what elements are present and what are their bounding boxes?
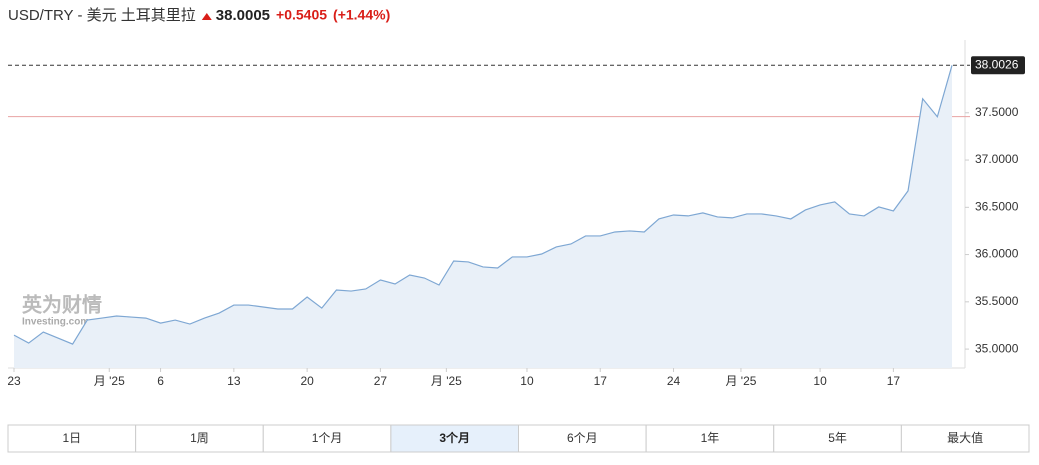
- y-tick-label: 35.5000: [975, 294, 1019, 308]
- price: 38.0005: [216, 7, 270, 24]
- range-label[interactable]: 5年: [828, 431, 847, 445]
- y-tick-label: 37.5000: [975, 105, 1019, 119]
- last-value-box: [971, 56, 1025, 75]
- x-tick-label: 月 '25: [725, 374, 756, 388]
- change-percent: (+1.44%): [333, 7, 390, 23]
- up-arrow: [201, 13, 212, 20]
- y-tick-label: 36.5000: [975, 199, 1019, 213]
- range-label[interactable]: 1年: [701, 431, 720, 445]
- range-label[interactable]: 1日: [62, 431, 81, 445]
- x-tick-label: 17: [887, 374, 901, 388]
- range-button[interactable]: [390, 424, 519, 453]
- x-tick-label: 10: [520, 374, 534, 388]
- x-tick-label: 月 '25: [94, 374, 125, 388]
- x-tick-label: 23: [7, 374, 21, 388]
- area: [14, 65, 952, 368]
- range-label[interactable]: 最大值: [947, 430, 983, 445]
- x-tick-label: 24: [667, 374, 681, 388]
- range-button[interactable]: [262, 424, 392, 453]
- x-tick-label: 6: [157, 374, 164, 388]
- y-tick-label: 37.0000: [975, 152, 1019, 166]
- watermark: 英为财情: [22, 292, 102, 316]
- range-button[interactable]: [7, 424, 137, 453]
- x-tick-label: 13: [227, 374, 241, 388]
- x-tick-label: 27: [374, 374, 388, 388]
- range-button[interactable]: [900, 424, 1030, 453]
- range-button[interactable]: [645, 424, 775, 453]
- line: [13, 65, 953, 345]
- range-button[interactable]: [773, 424, 902, 453]
- range-label[interactable]: 3个月: [439, 430, 470, 445]
- range-label[interactable]: 6个月: [567, 431, 598, 445]
- watermark: Investing.com: [22, 317, 89, 328]
- x-tick-label: 月 '25: [431, 374, 462, 388]
- y-tick-label: 36.0000: [975, 247, 1019, 261]
- x-tick-label: 10: [813, 374, 827, 388]
- x-tick-label: 20: [300, 374, 314, 388]
- x-tick-label: 17: [594, 374, 608, 388]
- range-label[interactable]: 1个月: [312, 431, 343, 445]
- y-tick-label: 35.0000: [975, 341, 1019, 355]
- range-button[interactable]: [135, 424, 264, 453]
- change: +0.5405: [276, 7, 327, 23]
- last-value-label: 38.0026: [975, 57, 1019, 71]
- chart-title: USD/TRY - 美元 土耳其里拉: [8, 7, 196, 24]
- range-label[interactable]: 1周: [190, 431, 209, 445]
